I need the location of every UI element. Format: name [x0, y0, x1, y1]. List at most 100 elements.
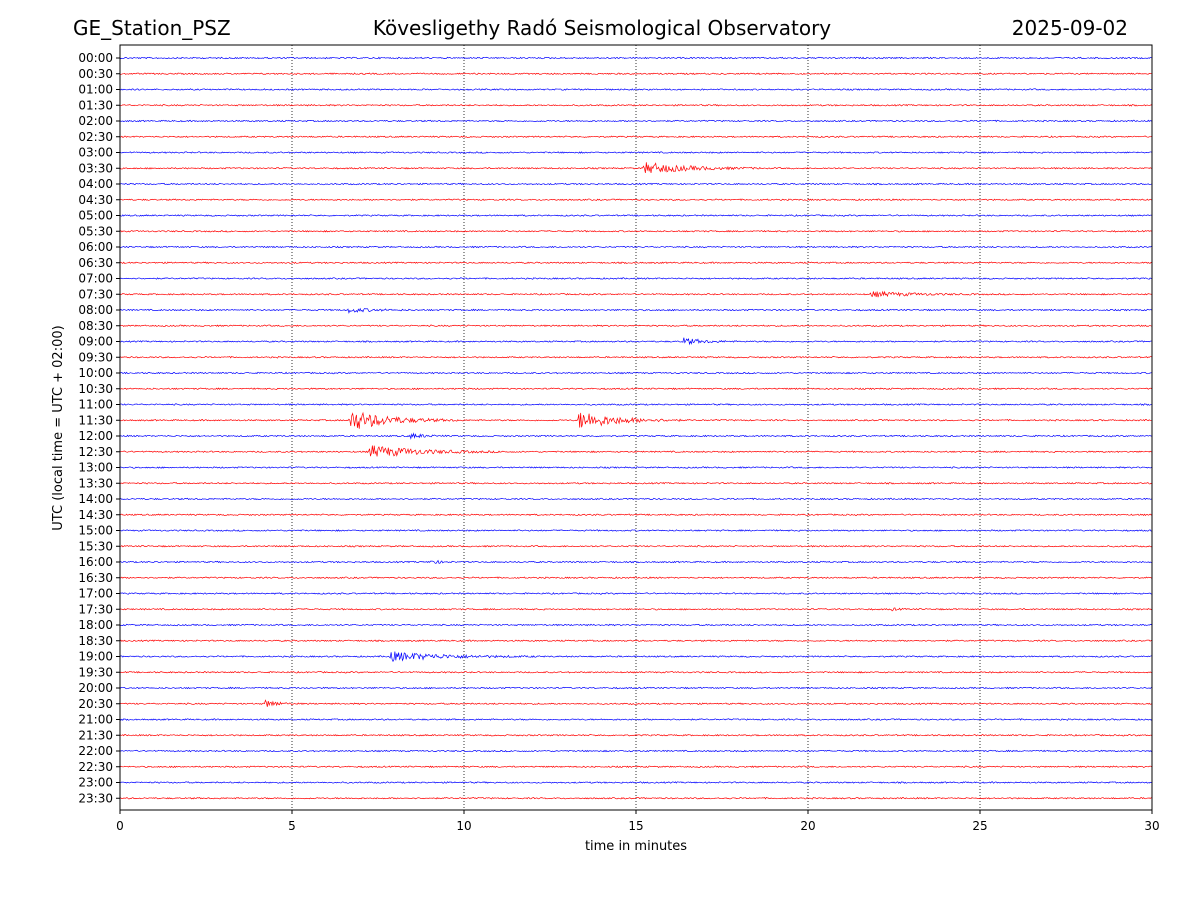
- trace-1030: [119, 387, 1153, 391]
- x-tick-label: 30: [1144, 819, 1159, 833]
- y-tick-label: 08:30: [78, 319, 113, 333]
- x-tick-label: 15: [628, 819, 643, 833]
- y-tick-label: 05:00: [78, 209, 113, 223]
- y-tick-label: 02:00: [78, 114, 113, 128]
- x-tick-label: 0: [116, 819, 124, 833]
- y-tick-label: 15:00: [78, 524, 113, 538]
- trace-0600: [119, 245, 1153, 249]
- trace-0230: [119, 135, 1153, 139]
- y-tick-label: 16:30: [78, 571, 113, 585]
- trace-0500: [119, 214, 1153, 217]
- trace-1600: [119, 559, 1153, 564]
- y-tick-label: 10:30: [78, 382, 113, 396]
- x-tick-label: 25: [972, 819, 987, 833]
- trace-1700: [119, 592, 1153, 595]
- y-tick-label: 06:30: [78, 256, 113, 270]
- trace-1800: [119, 623, 1153, 627]
- y-tick-label: 09:30: [78, 350, 113, 364]
- y-tick-label: 14:30: [78, 508, 113, 522]
- y-tick-label: 11:30: [78, 413, 113, 427]
- trace-1730: [119, 607, 1153, 612]
- y-tick-label: 09:00: [78, 335, 113, 349]
- y-tick-label: 00:30: [78, 67, 113, 81]
- trace-1430: [119, 513, 1153, 517]
- trace-2230: [119, 765, 1153, 769]
- y-tick-label: 17:30: [78, 602, 113, 616]
- trace-1630: [119, 576, 1153, 579]
- x-tick-label: 10: [456, 819, 471, 833]
- date-title: 2025-09-02: [1012, 16, 1128, 40]
- trace-0830: [119, 324, 1153, 328]
- trace-0530: [119, 229, 1153, 233]
- y-tick-label: 12:30: [78, 445, 113, 459]
- y-tick-label: 20:30: [78, 697, 113, 711]
- y-tick-label: 00:00: [78, 51, 113, 65]
- y-tick-label: 17:00: [78, 587, 113, 601]
- y-tick-label: 13:00: [78, 461, 113, 475]
- y-tick-label: 21:30: [78, 728, 113, 742]
- y-tick-label: 15:30: [78, 539, 113, 553]
- trace-0800: [119, 307, 1153, 314]
- y-tick-label: 07:00: [78, 272, 113, 286]
- y-tick-label: 14:00: [78, 492, 113, 506]
- y-tick-label: 23:30: [78, 791, 113, 805]
- trace-1500: [119, 529, 1153, 532]
- trace-1300: [119, 466, 1153, 469]
- x-tick-label: 5: [288, 819, 296, 833]
- trace-1000: [119, 371, 1153, 375]
- trace-2000: [119, 686, 1153, 690]
- trace-0900: [119, 337, 1153, 346]
- y-tick-label: 22:30: [78, 760, 113, 774]
- y-tick-label: 19:30: [78, 665, 113, 679]
- y-tick-label: 18:00: [78, 618, 113, 632]
- trace-0300: [119, 151, 1153, 154]
- y-tick-label: 12:00: [78, 429, 113, 443]
- trace-2300: [119, 781, 1153, 784]
- trace-0030: [119, 72, 1153, 76]
- observatory-title: Kövesligethy Radó Seismological Observat…: [373, 16, 831, 40]
- trace-1930: [119, 670, 1153, 674]
- trace-2100: [119, 718, 1153, 721]
- y-tick-label: 05:30: [78, 224, 113, 238]
- trace-2200: [119, 749, 1153, 753]
- trace-0430: [119, 198, 1153, 201]
- y-tick-label: 01:00: [78, 83, 113, 97]
- y-tick-label: 08:00: [78, 303, 113, 317]
- trace-1330: [119, 481, 1153, 485]
- trace-0630: [119, 261, 1153, 265]
- trace-0930: [119, 355, 1153, 359]
- y-tick-label: 03:30: [78, 161, 113, 175]
- trace-1530: [119, 544, 1153, 548]
- trace-0400: [119, 182, 1153, 186]
- trace-1100: [119, 403, 1153, 406]
- y-tick-label: 19:00: [78, 650, 113, 664]
- y-tick-label: 06:00: [78, 240, 113, 254]
- station-title: GE_Station_PSZ: [73, 16, 231, 40]
- trace-2030: [119, 699, 1153, 707]
- x-axis-label: time in minutes: [585, 839, 687, 854]
- trace-1230: [119, 445, 1153, 457]
- trace-0000: [119, 56, 1153, 60]
- trace-0130: [119, 103, 1153, 107]
- y-tick-label: 04:00: [78, 177, 113, 191]
- trace-0200: [119, 119, 1153, 123]
- y-tick-label: 16:00: [78, 555, 113, 569]
- y-tick-label: 01:30: [78, 98, 113, 112]
- seismogram-traces: [119, 56, 1153, 800]
- y-tick-label: 22:00: [78, 744, 113, 758]
- trace-1200: [119, 432, 1153, 440]
- trace-1900: [119, 651, 1153, 663]
- y-tick-label: 21:00: [78, 713, 113, 727]
- y-tick-label: 18:30: [78, 634, 113, 648]
- trace-0100: [119, 88, 1153, 91]
- y-axis-label: UTC (local time = UTC + 02:00): [51, 325, 66, 530]
- y-tick-label: 11:00: [78, 398, 113, 412]
- trace-2130: [119, 733, 1153, 737]
- trace-1130: [119, 411, 1153, 429]
- x-tick-label: 20: [800, 819, 815, 833]
- trace-0730: [119, 290, 1153, 298]
- trace-0330: [119, 162, 1153, 174]
- y-tick-label: 02:30: [78, 130, 113, 144]
